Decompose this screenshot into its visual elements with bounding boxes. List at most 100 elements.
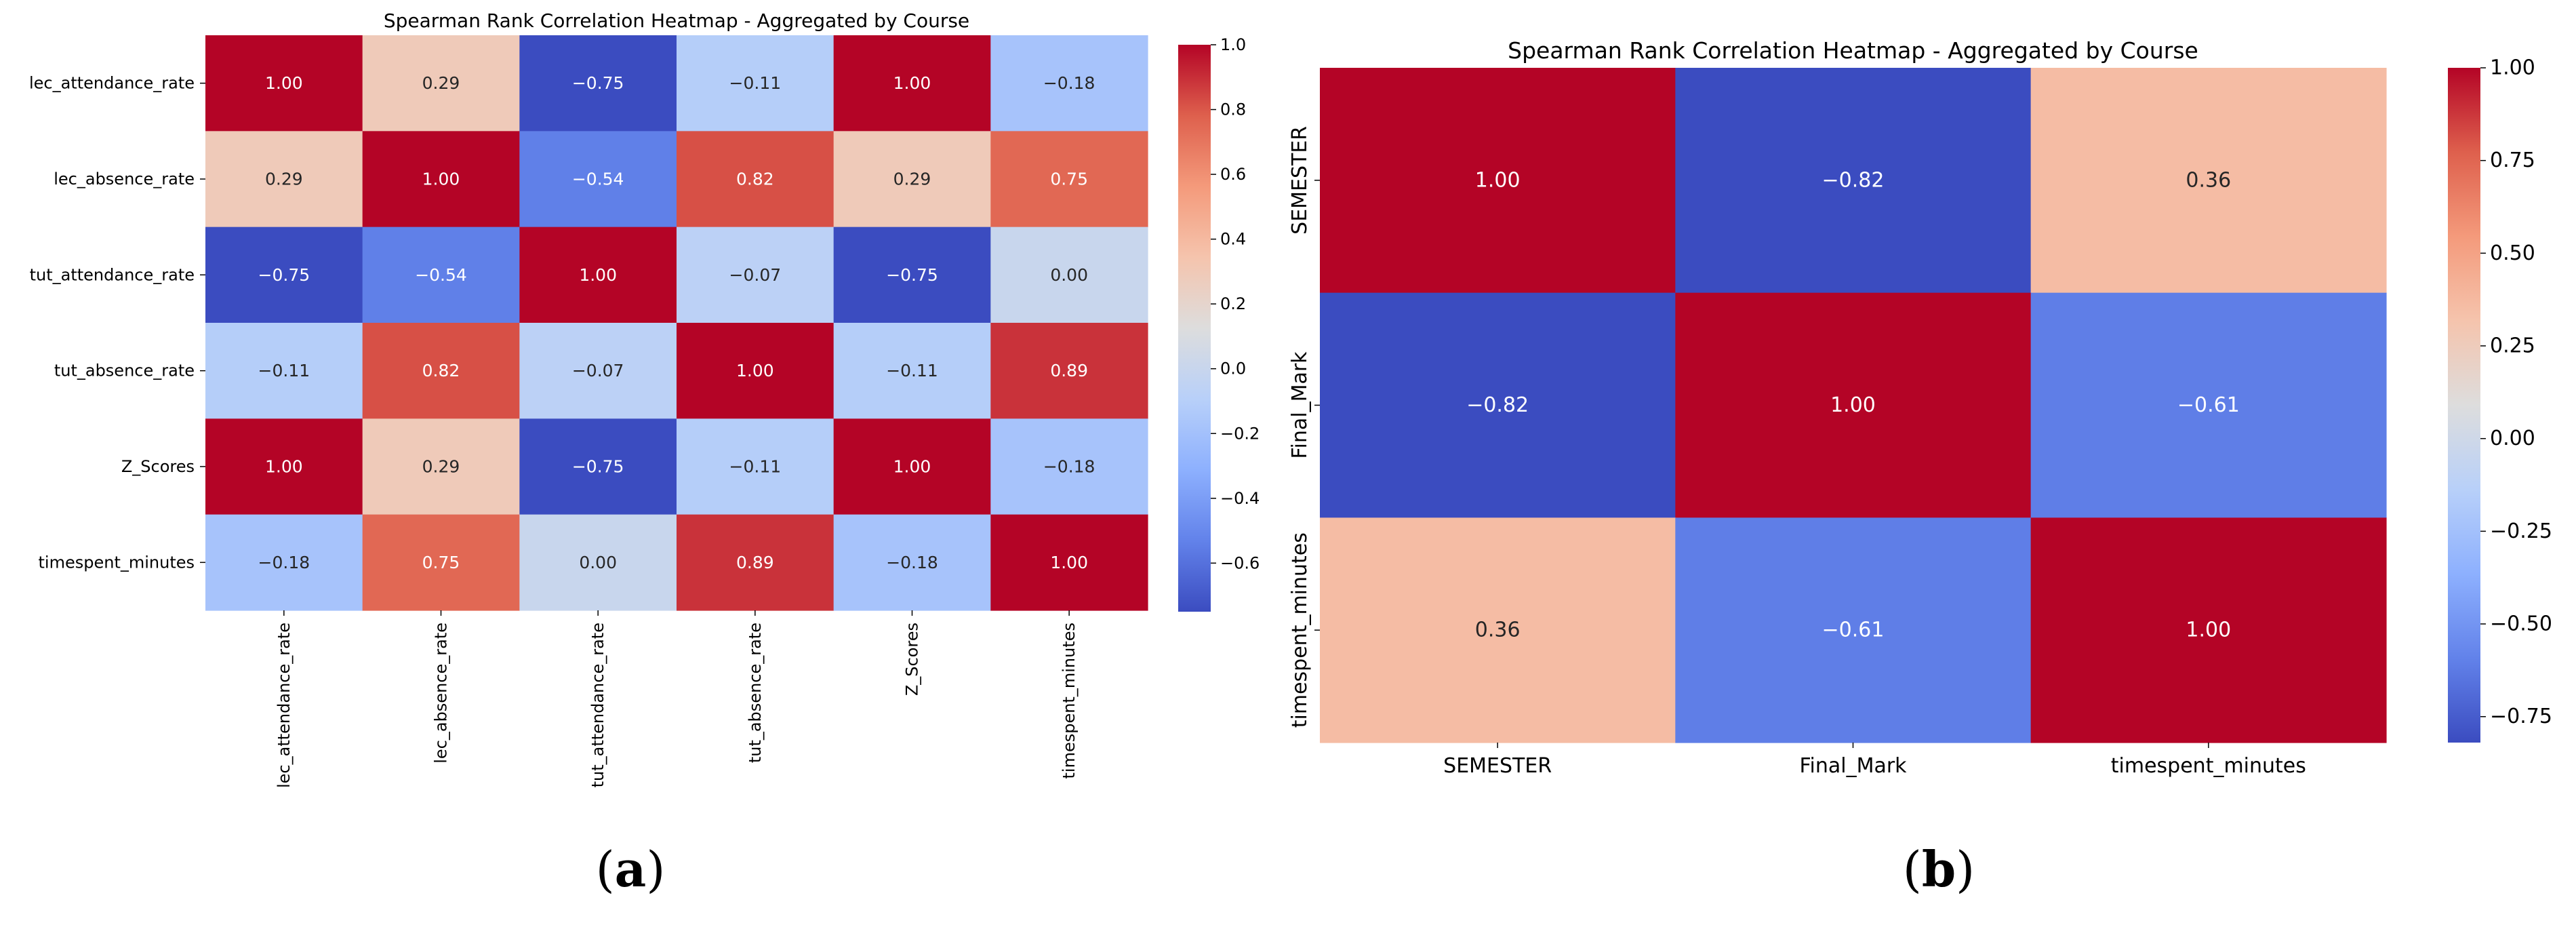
cell-value-label: 1.00 <box>579 265 617 285</box>
heatmap-cell <box>205 514 363 611</box>
heatmap-cell <box>833 35 991 132</box>
heatmap-cell <box>519 131 677 228</box>
y-tick-label: tut_absence_rate <box>54 361 195 380</box>
cell-value-label: 1.00 <box>893 73 931 93</box>
colorbar-tick-label: 0.0 <box>1220 359 1246 378</box>
cell-value-label: 0.00 <box>1050 265 1088 285</box>
heatmap-cell <box>362 323 520 419</box>
heatmap-cell <box>990 227 1148 323</box>
cell-value-label: 0.29 <box>422 73 460 93</box>
cell-value-label: −0.07 <box>729 265 782 285</box>
heatmap-cell <box>519 514 677 611</box>
x-tick-label: Z_Scores <box>903 623 922 696</box>
y-tick-labels-b: SEMESTER Final_Mark timespent_minutes <box>1288 126 1320 728</box>
cell-value-label: 0.89 <box>736 553 774 572</box>
heatmap-cell <box>519 323 677 419</box>
cell-value-label: 0.36 <box>1475 618 1521 642</box>
cell-value-label: 1.00 <box>1830 393 1876 417</box>
heatmap-cell <box>990 35 1148 132</box>
cell-value-label: −0.07 <box>572 361 624 380</box>
heatmap-cell <box>677 35 834 132</box>
chart-title-a: Spearman Rank Correlation Heatmap - Aggr… <box>384 9 969 32</box>
cell-value-label: −0.11 <box>729 73 782 93</box>
x-tick-label: Final_Mark <box>1799 754 1907 778</box>
colorbar-tick-label: −0.6 <box>1220 553 1260 572</box>
cell-value-label: −0.54 <box>415 265 467 285</box>
heatmap-cell <box>1675 292 2032 518</box>
cell-value-label: 1.00 <box>2186 618 2231 642</box>
heatmap-panel-a: Spearman Rank Correlation Heatmap - Aggr… <box>29 9 1260 788</box>
heatmap-cell <box>990 514 1148 611</box>
colorbar-gradient <box>2448 68 2480 743</box>
cell-value-label: 1.00 <box>422 170 460 189</box>
heatmap-cell <box>362 514 520 611</box>
cell-value-label: 0.89 <box>1050 361 1088 380</box>
heatmap-cell <box>833 131 991 228</box>
heatmap-cell <box>1675 68 2032 294</box>
x-tick-label: SEMESTER <box>1443 754 1552 778</box>
colorbar-tick-label: −0.75 <box>2490 705 2552 728</box>
colorbar-tick-label: 0.4 <box>1220 230 1246 249</box>
cell-value-label: −0.11 <box>886 361 938 380</box>
heatmap-cell <box>990 418 1148 515</box>
cell-value-label: −0.18 <box>886 553 938 572</box>
heatmap-cell <box>677 227 834 323</box>
heatmap-cell <box>362 35 520 132</box>
heatmap-cell <box>990 323 1148 419</box>
y-tick-label: lec_attendance_rate <box>29 74 195 93</box>
x-tick-labels-b: SEMESTER Final_Mark timespent_minutes <box>1443 743 2306 778</box>
colorbar-tick-label: 0.00 <box>2490 427 2535 450</box>
cell-value-label: 0.00 <box>579 553 617 572</box>
heatmap-cell <box>833 418 991 515</box>
panel-label-b: (b) <box>1903 840 1975 898</box>
cell-value-label: 0.29 <box>265 170 303 189</box>
heatmap-cell <box>677 514 834 611</box>
heatmap-cell <box>833 323 991 419</box>
heatmap-cell <box>205 35 363 132</box>
cell-value-label: −0.75 <box>572 73 624 93</box>
cell-value-label: 1.00 <box>265 457 303 477</box>
heatmap-cell <box>362 418 520 515</box>
cell-value-label: 1.00 <box>893 457 931 477</box>
colorbar-tick-label: 0.75 <box>2490 149 2535 172</box>
x-tick-label: tut_absence_rate <box>746 623 765 763</box>
heatmap-cell <box>2030 68 2387 294</box>
cell-value-label: 1.00 <box>1050 553 1088 572</box>
colorbar-tick-label: −0.4 <box>1220 489 1260 508</box>
colorbar-a: 1.0 0.8 0.6 0.4 0.2 0.0 −0.2 −0.4 −0.6 <box>1178 35 1260 612</box>
cell-value-label: 0.36 <box>2186 168 2231 192</box>
x-tick-label: timespent_minutes <box>2111 754 2306 778</box>
cell-value-label: −0.82 <box>1822 168 1885 192</box>
panel-label: (b) <box>1903 840 1975 898</box>
heatmap-cell <box>833 514 991 611</box>
cell-value-label: 0.29 <box>422 457 460 477</box>
cell-value-label: −0.61 <box>1822 618 1885 642</box>
colorbar-tick-label: 0.25 <box>2490 334 2535 358</box>
colorbar-b: 1.00 0.75 0.50 0.25 0.00 −0.25 −0.50 −0.75 <box>2448 56 2552 743</box>
heatmap-cell <box>519 227 677 323</box>
panel-label: (a) <box>596 840 666 898</box>
cell-value-label: −0.11 <box>729 457 782 477</box>
cell-value-label: −0.75 <box>258 265 310 285</box>
colorbar-tick-label: 0.8 <box>1220 100 1246 119</box>
y-tick-label: tut_attendance_rate <box>30 265 195 284</box>
y-tick-label: timespent_minutes <box>1288 532 1312 728</box>
x-tick-label: lec_attendance_rate <box>275 623 294 788</box>
y-tick-label: lec_absence_rate <box>54 170 195 189</box>
heatmap-cell <box>2030 517 2387 743</box>
cell-value-label: −0.18 <box>258 553 310 572</box>
cell-value-label: 1.00 <box>1475 168 1521 192</box>
heatmap-cell <box>677 131 834 228</box>
heatmap-cell <box>1320 517 1676 743</box>
colorbar-tick-label: 0.50 <box>2490 241 2535 265</box>
heatmap-cell <box>519 418 677 515</box>
heatmap-cells-b: 1.00 −0.82 0.36 −0.82 1.00 −0.61 0.36 −0.61 1.00 <box>1320 68 2387 743</box>
chart-title-b: Spearman Rank Correlation Heatmap - Aggr… <box>1508 37 2198 64</box>
heatmap-cell <box>519 35 677 132</box>
panel-label-a: (a) <box>596 840 666 898</box>
cell-value-label: −0.18 <box>1043 73 1095 93</box>
cell-value-label: −0.11 <box>258 361 310 380</box>
x-tick-label: tut_attendance_rate <box>588 623 607 787</box>
cell-value-label: −0.75 <box>572 457 624 477</box>
x-tick-label: timespent_minutes <box>1060 623 1079 779</box>
